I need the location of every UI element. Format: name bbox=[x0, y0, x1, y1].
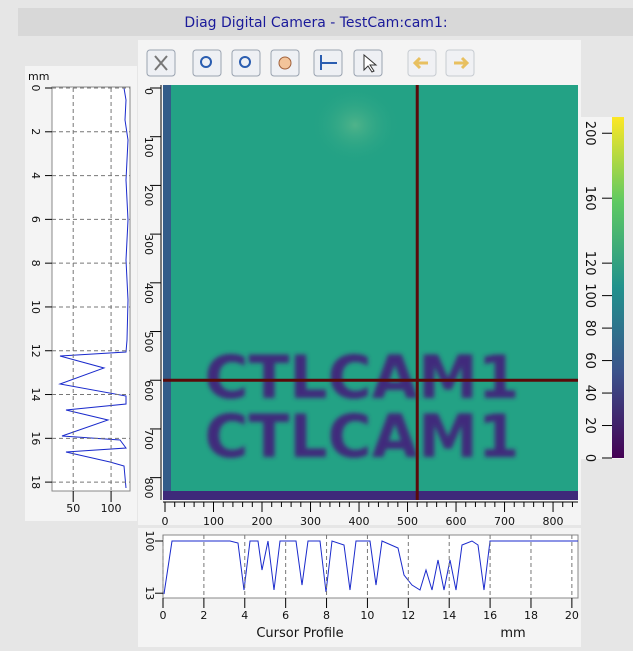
bottom-x-tick-label: 14 bbox=[442, 609, 456, 622]
image-text: CTLCAM1 bbox=[204, 402, 519, 472]
bottom-y-tick-label: 13 bbox=[143, 586, 156, 600]
bottom-x-tick-label: 12 bbox=[401, 609, 415, 622]
left-y-tick-label: 8 bbox=[29, 260, 42, 267]
bottom-x-tick-label: 10 bbox=[360, 609, 374, 622]
image-edge-bottom bbox=[163, 491, 578, 500]
colorbar-tick-label: 20 bbox=[582, 417, 597, 434]
colorbar-tick-label: 120 bbox=[582, 251, 597, 276]
colorbar-tick-label: 200 bbox=[582, 121, 597, 146]
bottom-x-tick-label: 20 bbox=[565, 609, 579, 622]
x-tick-label: 100 bbox=[203, 515, 224, 528]
colorbar-tick-label: 40 bbox=[582, 385, 597, 402]
y-tick-label: 100 bbox=[142, 137, 155, 158]
x-tick-label: 700 bbox=[494, 515, 515, 528]
window-title: Diag Digital Camera - TestCam:cam1: bbox=[184, 15, 447, 31]
y-tick-label: 300 bbox=[142, 234, 155, 255]
y-tick-label: 600 bbox=[142, 380, 155, 401]
bottom-x-tick-label: 6 bbox=[282, 609, 289, 622]
colorbar-tick-label: 160 bbox=[582, 186, 597, 211]
y-tick-label: 400 bbox=[142, 283, 155, 304]
left-profile-unit: mm bbox=[28, 70, 49, 83]
colorbar-tick-label: 0 bbox=[582, 454, 597, 462]
left-y-tick-label: 10 bbox=[29, 300, 42, 314]
image-edge-left bbox=[163, 85, 171, 500]
bottom-x-tick-label: 18 bbox=[524, 609, 538, 622]
left-y-tick-label: 0 bbox=[29, 85, 42, 92]
left-y-tick-label: 14 bbox=[29, 388, 42, 402]
x-tick-label: 300 bbox=[300, 515, 321, 528]
tool-zoom-in[interactable] bbox=[193, 50, 221, 76]
bottom-x-tick-label: 2 bbox=[200, 609, 207, 622]
tool-zoom-out[interactable] bbox=[232, 50, 260, 76]
left-y-tick-label: 6 bbox=[29, 216, 42, 223]
left-y-tick-label: 16 bbox=[29, 431, 42, 445]
bottom-x-tick-label: 16 bbox=[483, 609, 497, 622]
bottom-x-tick-label: 0 bbox=[160, 609, 167, 622]
left-y-tick-label: 2 bbox=[29, 128, 42, 135]
bottom-profile-unit: mm bbox=[500, 626, 525, 641]
colorbar-tick-label: 60 bbox=[582, 352, 597, 369]
x-tick-label: 500 bbox=[397, 515, 418, 528]
bottom-x-tick-label: 4 bbox=[241, 609, 248, 622]
left-profile-plot bbox=[52, 87, 130, 491]
colorbar-tick-label: 100 bbox=[582, 283, 597, 308]
colorbar-tick-label: 80 bbox=[582, 320, 597, 337]
x-tick-label: 800 bbox=[543, 515, 564, 528]
left-x-tick-label: 50 bbox=[66, 502, 80, 515]
bottom-y-tick-label: 100 bbox=[143, 531, 156, 552]
y-tick-label: 0 bbox=[142, 88, 155, 95]
y-tick-label: 700 bbox=[142, 429, 155, 450]
bottom-x-tick-label: 8 bbox=[323, 609, 330, 622]
left-y-tick-label: 12 bbox=[29, 344, 42, 358]
x-tick-label: 400 bbox=[349, 515, 370, 528]
y-tick-label: 200 bbox=[142, 185, 155, 206]
x-tick-label: 200 bbox=[252, 515, 273, 528]
left-x-tick-label: 100 bbox=[101, 502, 122, 515]
left-y-tick-label: 4 bbox=[29, 172, 42, 179]
x-tick-label: 600 bbox=[446, 515, 467, 528]
x-tick-label: 0 bbox=[162, 515, 169, 528]
app-window: Diag Digital Camera - TestCam:cam1: CTLC… bbox=[0, 0, 633, 647]
y-tick-label: 500 bbox=[142, 332, 155, 353]
y-tick-label: 800 bbox=[142, 478, 155, 499]
colorbar bbox=[612, 117, 624, 458]
bottom-profile-title: Cursor Profile bbox=[256, 626, 343, 641]
left-y-tick-label: 18 bbox=[29, 475, 42, 489]
image-glow bbox=[310, 85, 400, 165]
pan-icon bbox=[279, 57, 291, 69]
